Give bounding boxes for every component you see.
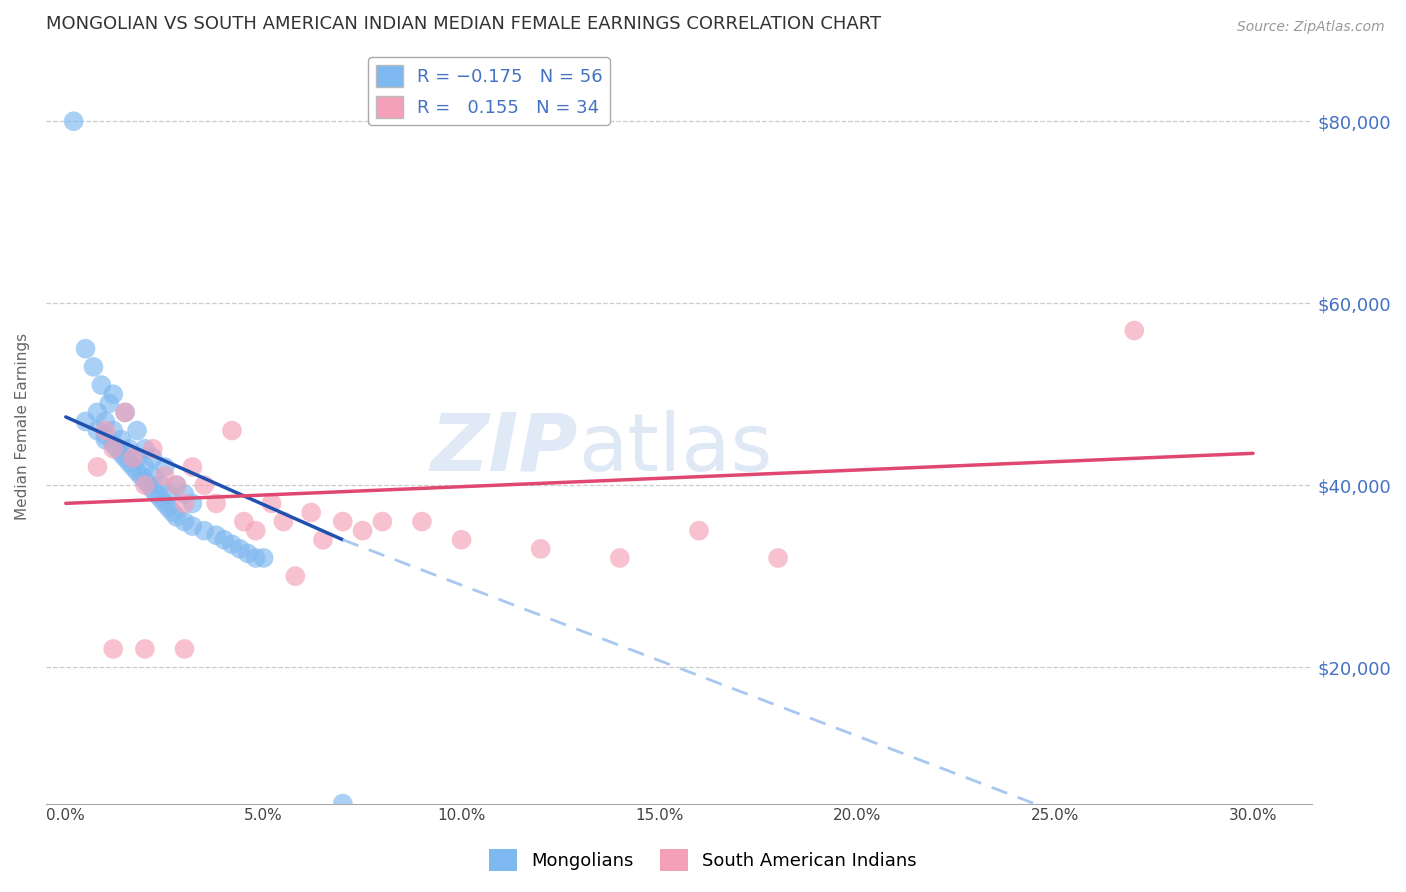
Mongolians	[236, 546, 259, 560]
South American Indians	[153, 469, 176, 483]
Mongolians	[149, 491, 172, 506]
South American Indians	[173, 642, 195, 657]
South American Indians	[134, 478, 156, 492]
Mongolians	[125, 424, 148, 438]
South American Indians	[450, 533, 472, 547]
South American Indians	[221, 424, 243, 438]
South American Indians	[142, 442, 165, 456]
Y-axis label: Median Female Earnings: Median Female Earnings	[15, 333, 30, 520]
South American Indians	[205, 496, 228, 510]
Mongolians	[105, 442, 128, 456]
Mongolians	[181, 519, 204, 533]
South American Indians	[193, 478, 215, 492]
Mongolians	[193, 524, 215, 538]
Mongolians	[94, 433, 117, 447]
South American Indians	[312, 533, 335, 547]
Mongolians	[86, 424, 108, 438]
Mongolians	[98, 396, 121, 410]
Mongolians	[103, 387, 125, 401]
Mongolians	[332, 797, 354, 811]
Mongolians	[114, 405, 136, 419]
Mongolians	[162, 506, 184, 520]
South American Indians	[273, 515, 295, 529]
South American Indians	[134, 642, 156, 657]
South American Indians	[232, 515, 254, 529]
South American Indians	[86, 460, 108, 475]
South American Indians	[1123, 324, 1146, 338]
Mongolians	[142, 469, 165, 483]
Mongolians	[125, 465, 148, 479]
Mongolians	[212, 533, 235, 547]
South American Indians	[103, 642, 125, 657]
Mongolians	[90, 378, 112, 392]
Mongolians	[166, 510, 188, 524]
South American Indians	[299, 506, 322, 520]
Mongolians	[153, 460, 176, 475]
South American Indians	[609, 551, 631, 566]
Mongolians	[146, 487, 169, 501]
South American Indians	[284, 569, 307, 583]
Mongolians	[205, 528, 228, 542]
Mongolians	[173, 515, 195, 529]
South American Indians	[122, 450, 145, 465]
South American Indians	[411, 515, 433, 529]
Text: Source: ZipAtlas.com: Source: ZipAtlas.com	[1237, 20, 1385, 34]
Mongolians	[134, 442, 156, 456]
South American Indians	[181, 460, 204, 475]
South American Indians	[103, 442, 125, 456]
Mongolians	[166, 478, 188, 492]
Mongolians	[122, 460, 145, 475]
South American Indians	[688, 524, 710, 538]
Mongolians	[75, 415, 97, 429]
Mongolians	[181, 496, 204, 510]
Mongolians	[114, 450, 136, 465]
Mongolians	[110, 433, 132, 447]
Mongolians	[134, 474, 156, 488]
Mongolians	[129, 469, 152, 483]
South American Indians	[94, 424, 117, 438]
Mongolians	[149, 478, 172, 492]
Mongolians	[142, 450, 165, 465]
Mongolians	[229, 541, 252, 556]
Mongolians	[253, 551, 276, 566]
Mongolians	[75, 342, 97, 356]
South American Indians	[766, 551, 789, 566]
Mongolians	[94, 415, 117, 429]
South American Indians	[352, 524, 374, 538]
Mongolians	[86, 405, 108, 419]
Mongolians	[118, 455, 141, 469]
Mongolians	[173, 487, 195, 501]
South American Indians	[530, 541, 553, 556]
Mongolians	[142, 483, 165, 497]
South American Indians	[173, 496, 195, 510]
Text: ZIP: ZIP	[430, 409, 578, 488]
Mongolians	[103, 437, 125, 451]
Text: atlas: atlas	[578, 409, 772, 488]
Legend: R = −0.175   N = 56, R =   0.155   N = 34: R = −0.175 N = 56, R = 0.155 N = 34	[368, 57, 610, 125]
South American Indians	[371, 515, 394, 529]
Mongolians	[153, 496, 176, 510]
Text: MONGOLIAN VS SOUTH AMERICAN INDIAN MEDIAN FEMALE EARNINGS CORRELATION CHART: MONGOLIAN VS SOUTH AMERICAN INDIAN MEDIA…	[46, 15, 882, 33]
Mongolians	[62, 114, 84, 128]
Mongolians	[138, 478, 160, 492]
Mongolians	[118, 442, 141, 456]
Mongolians	[110, 446, 132, 460]
South American Indians	[245, 524, 267, 538]
Mongolians	[134, 460, 156, 475]
Mongolians	[125, 450, 148, 465]
Mongolians	[245, 551, 267, 566]
Legend: Mongolians, South American Indians: Mongolians, South American Indians	[482, 842, 924, 879]
South American Indians	[166, 478, 188, 492]
Mongolians	[221, 537, 243, 551]
Mongolians	[94, 428, 117, 442]
South American Indians	[114, 405, 136, 419]
South American Indians	[332, 515, 354, 529]
Mongolians	[157, 500, 180, 515]
Mongolians	[82, 359, 104, 374]
Mongolians	[103, 424, 125, 438]
Mongolians	[157, 487, 180, 501]
South American Indians	[260, 496, 283, 510]
